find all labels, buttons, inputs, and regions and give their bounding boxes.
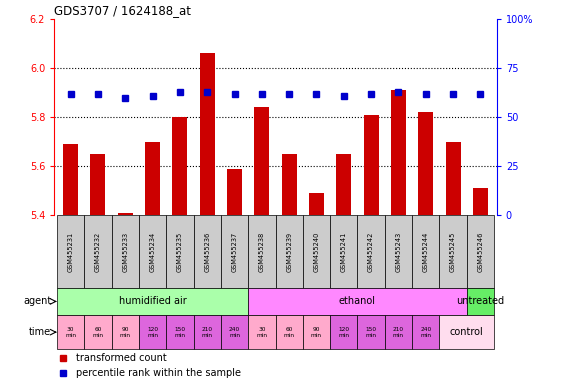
Bar — [139, 315, 166, 349]
Text: 60
min: 60 min — [284, 327, 295, 338]
Bar — [166, 315, 194, 349]
Bar — [445, 142, 461, 215]
Bar — [473, 188, 488, 215]
Bar — [309, 193, 324, 215]
Bar — [412, 215, 440, 288]
Bar — [248, 288, 467, 315]
Bar — [63, 144, 78, 215]
Text: 60
min: 60 min — [93, 327, 103, 338]
Text: GSM455236: GSM455236 — [204, 232, 210, 271]
Text: 150
min: 150 min — [365, 327, 377, 338]
Text: GSM455238: GSM455238 — [259, 232, 265, 271]
Bar — [172, 117, 187, 215]
Text: GSM455241: GSM455241 — [341, 232, 347, 271]
Text: 210
min: 210 min — [393, 327, 404, 338]
Text: 240
min: 240 min — [229, 327, 240, 338]
Bar — [85, 315, 111, 349]
Text: untreated: untreated — [456, 296, 504, 306]
Bar — [303, 215, 330, 288]
Text: 150
min: 150 min — [174, 327, 186, 338]
Bar — [282, 154, 297, 215]
Bar — [248, 315, 275, 349]
Bar — [57, 288, 248, 315]
Text: GSM455233: GSM455233 — [122, 232, 128, 271]
Bar — [357, 215, 385, 288]
Text: 90
min: 90 min — [120, 327, 131, 338]
Bar — [385, 215, 412, 288]
Bar — [111, 315, 139, 349]
Bar — [194, 215, 221, 288]
Bar — [248, 215, 275, 288]
Bar — [90, 154, 106, 215]
Text: GSM455240: GSM455240 — [313, 231, 320, 272]
Bar — [221, 315, 248, 349]
Bar — [57, 315, 85, 349]
Bar — [145, 142, 160, 215]
Text: GDS3707 / 1624188_at: GDS3707 / 1624188_at — [54, 3, 191, 17]
Text: 90
min: 90 min — [311, 327, 322, 338]
Text: 120
min: 120 min — [338, 327, 349, 338]
Text: 240
min: 240 min — [420, 327, 431, 338]
Text: time: time — [29, 327, 51, 337]
Text: ethanol: ethanol — [339, 296, 376, 306]
Text: 30
min: 30 min — [256, 327, 267, 338]
Bar — [440, 315, 494, 349]
Bar — [385, 315, 412, 349]
Bar — [166, 215, 194, 288]
Bar — [467, 215, 494, 288]
Bar — [111, 215, 139, 288]
Bar — [57, 215, 85, 288]
Text: agent: agent — [23, 296, 51, 306]
Bar — [221, 215, 248, 288]
Text: GSM455232: GSM455232 — [95, 232, 101, 271]
Bar — [200, 53, 215, 215]
Bar — [254, 108, 270, 215]
Text: percentile rank within the sample: percentile rank within the sample — [77, 368, 242, 378]
Bar — [194, 315, 221, 349]
Text: transformed count: transformed count — [77, 353, 167, 363]
Text: GSM455244: GSM455244 — [423, 231, 429, 272]
Text: GSM455234: GSM455234 — [150, 232, 155, 271]
Text: GSM455231: GSM455231 — [67, 232, 74, 271]
Bar — [85, 215, 111, 288]
Text: humidified air: humidified air — [119, 296, 187, 306]
Bar — [418, 112, 433, 215]
Bar — [391, 90, 406, 215]
Text: GSM455245: GSM455245 — [450, 231, 456, 272]
Bar — [303, 315, 330, 349]
Text: GSM455243: GSM455243 — [396, 232, 401, 271]
Bar — [139, 215, 166, 288]
Text: 210
min: 210 min — [202, 327, 213, 338]
Bar — [357, 315, 385, 349]
Bar — [336, 154, 351, 215]
Bar — [275, 215, 303, 288]
Bar — [467, 288, 494, 315]
Text: 120
min: 120 min — [147, 327, 158, 338]
Text: GSM455235: GSM455235 — [177, 232, 183, 271]
Text: control: control — [450, 327, 484, 337]
Text: GSM455242: GSM455242 — [368, 231, 374, 272]
Bar — [412, 315, 440, 349]
Bar — [275, 315, 303, 349]
Text: 30
min: 30 min — [65, 327, 76, 338]
Text: GSM455237: GSM455237 — [231, 232, 238, 271]
Text: GSM455246: GSM455246 — [477, 231, 484, 272]
Text: GSM455239: GSM455239 — [286, 232, 292, 271]
Bar — [118, 213, 133, 215]
Bar — [364, 115, 379, 215]
Bar — [330, 315, 357, 349]
Bar — [440, 215, 467, 288]
Bar — [227, 169, 242, 215]
Bar — [330, 215, 357, 288]
